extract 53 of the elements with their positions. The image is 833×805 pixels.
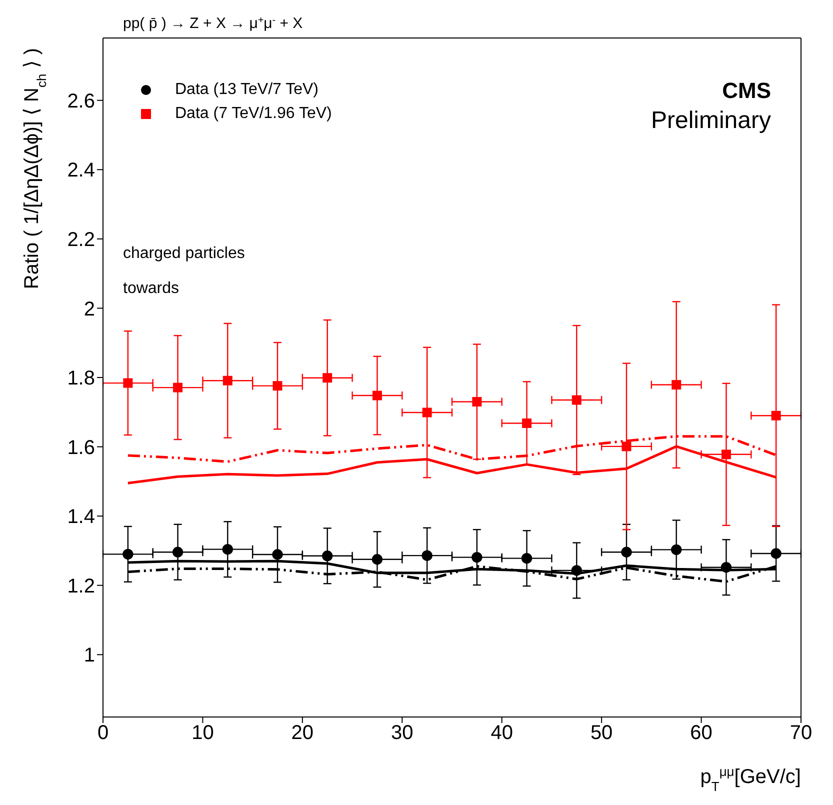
point — [322, 373, 332, 383]
point — [222, 544, 233, 555]
x-tick-label: 60 — [690, 722, 712, 744]
x-tick-label: 20 — [291, 722, 314, 744]
point — [422, 408, 432, 418]
point — [272, 549, 283, 560]
y-tick-label: 1.4 — [67, 506, 95, 528]
point — [621, 546, 632, 558]
point — [571, 565, 582, 576]
point — [771, 410, 781, 420]
point — [622, 442, 632, 452]
chart-title: pp( p̄ ) → Z + X → μ$^{+}$μ$^{-}$ + X — [123, 14, 303, 32]
point — [672, 380, 682, 390]
point — [472, 552, 482, 563]
point — [372, 390, 382, 400]
annotation: towards — [123, 280, 180, 297]
y-tick-label: 1.2 — [67, 575, 95, 598]
annotation: CMS — [722, 78, 771, 103]
point — [720, 562, 732, 573]
x-axis-title: p$_{T}$$^{μμ}$[GeV/c] — [700, 764, 801, 794]
y-tick-label: 1.8 — [67, 368, 95, 390]
point — [522, 418, 532, 428]
point — [122, 548, 134, 560]
point — [671, 544, 682, 556]
x-tick-label: 40 — [490, 722, 513, 744]
point — [123, 378, 133, 388]
point — [222, 376, 232, 386]
y-tick-label: 2 — [84, 298, 95, 320]
point — [422, 550, 432, 561]
x-tick-label: 10 — [192, 722, 214, 744]
point — [173, 382, 183, 392]
y-tick-label: 2.2 — [67, 229, 95, 252]
y-tick-label: 2.4 — [67, 160, 95, 182]
point — [372, 554, 383, 565]
point — [770, 548, 782, 559]
x-tick-label: 0 — [97, 722, 109, 744]
point — [322, 550, 333, 562]
x-tick-label: 70 — [790, 722, 812, 744]
annotation: charged particles — [123, 245, 245, 262]
point — [721, 450, 731, 460]
legend-label: Data (7 TeV/1.96 TeV) — [175, 105, 332, 123]
point — [572, 395, 582, 405]
point — [472, 397, 482, 406]
x-tick-label: 50 — [590, 722, 613, 744]
y-tick-label: 2.6 — [67, 90, 95, 112]
point — [172, 546, 184, 558]
annotation: Preliminary — [650, 107, 771, 134]
legend-label: Data (13 TeV/7 TeV) — [175, 81, 318, 99]
point — [272, 381, 282, 391]
y-tick-label: 1.6 — [67, 436, 95, 459]
x-tick-label: 30 — [391, 722, 414, 744]
point — [521, 552, 532, 564]
y-tick-label: 1 — [84, 644, 95, 667]
